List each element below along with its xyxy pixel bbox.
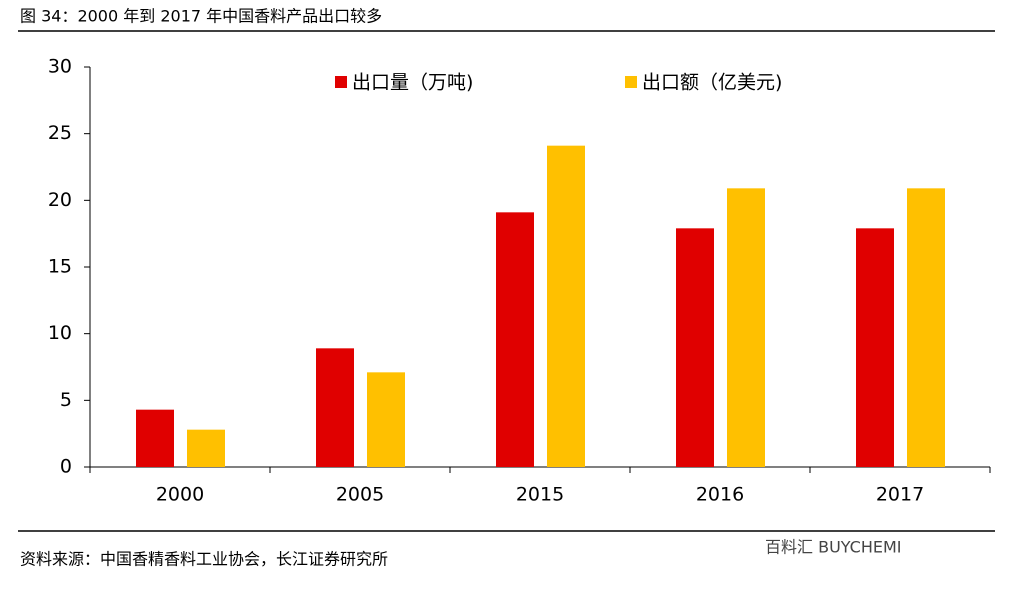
- bar: [316, 348, 354, 467]
- x-tick-label: 2017: [876, 484, 924, 506]
- source-note: 资料来源：中国香精香料工业协会，长江证券研究所: [20, 550, 388, 569]
- y-tick-label: 25: [48, 122, 72, 144]
- y-tick-label: 15: [48, 256, 72, 278]
- x-tick-label: 2016: [696, 484, 744, 506]
- legend-swatch: [335, 76, 347, 88]
- bar: [907, 188, 945, 468]
- legend-label: 出口额（亿美元): [642, 72, 782, 94]
- bar: [136, 409, 174, 467]
- chart-title: 图 34：2000 年到 2017 年中国香料产品出口较多: [20, 7, 382, 26]
- y-tick-label: 10: [48, 322, 72, 344]
- watermark: 百料汇 BUYCHEMI: [765, 538, 902, 557]
- legend-swatch: [625, 76, 637, 88]
- bar: [676, 228, 714, 467]
- legend-label: 出口量（万吨): [352, 72, 473, 94]
- bar: [856, 228, 894, 467]
- y-tick-label: 5: [60, 389, 72, 411]
- bar: [547, 145, 585, 467]
- y-tick-label: 0: [60, 456, 72, 478]
- x-tick-label: 2000: [156, 484, 204, 506]
- x-tick-label: 2005: [336, 484, 384, 506]
- x-tick-label: 2015: [516, 484, 564, 506]
- y-tick-label: 30: [48, 56, 72, 78]
- bar: [187, 429, 225, 467]
- y-tick-label: 20: [48, 189, 72, 211]
- bar: [367, 372, 405, 467]
- bar: [727, 188, 765, 468]
- bar: [496, 212, 534, 467]
